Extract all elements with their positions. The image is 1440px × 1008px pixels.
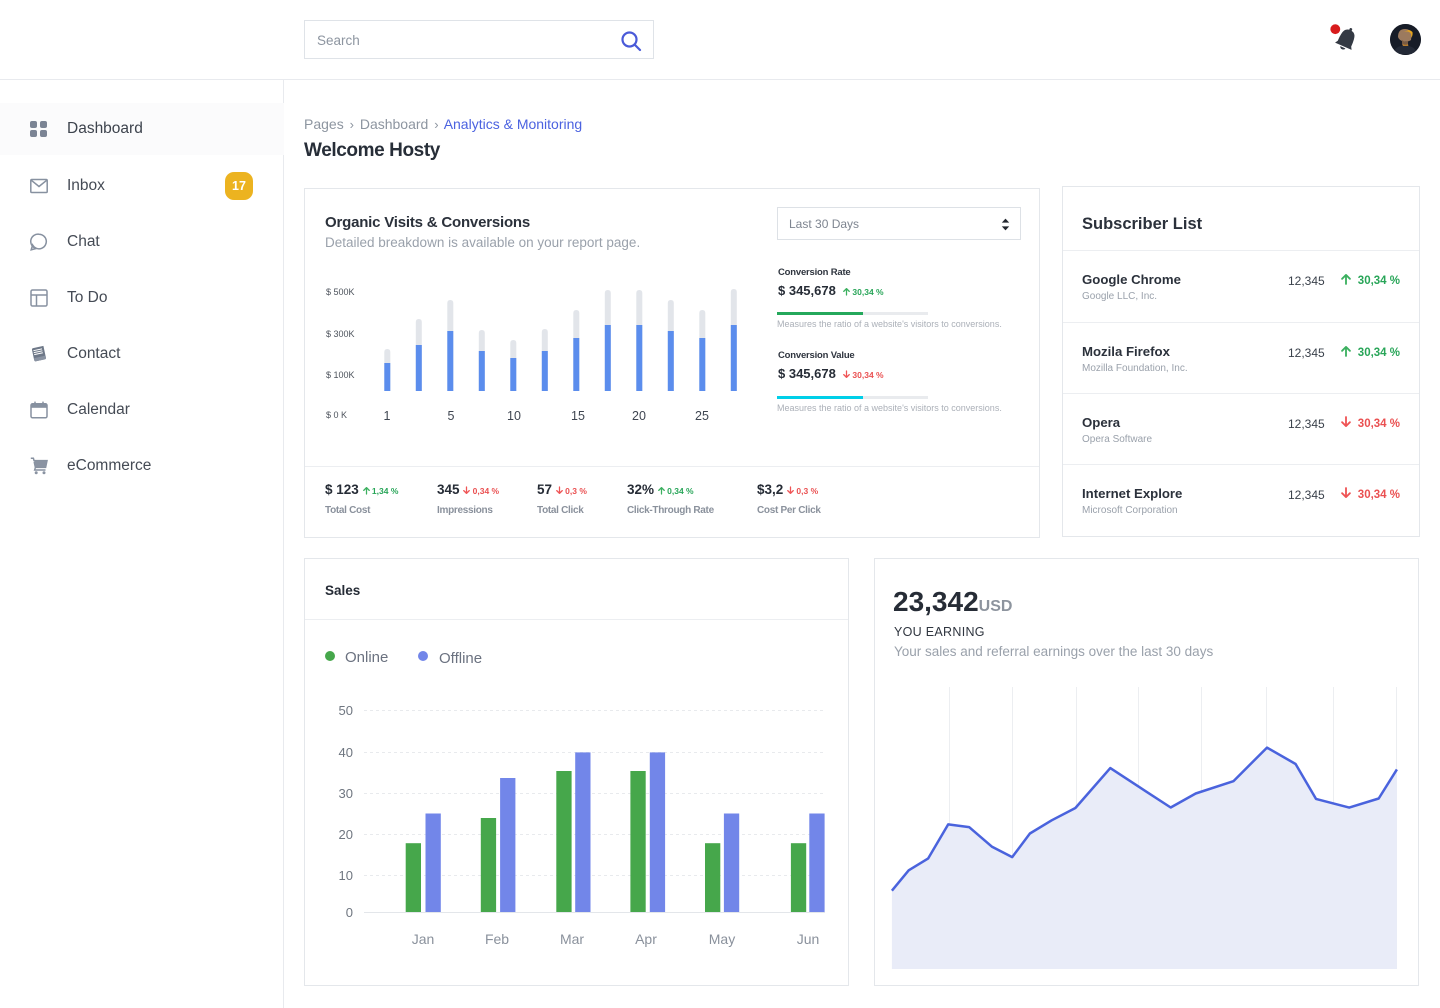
svg-text:30: 30	[339, 786, 353, 801]
svg-text:Feb: Feb	[485, 931, 509, 947]
svg-text:$ 500K: $ 500K	[326, 287, 355, 297]
svg-text:0: 0	[346, 905, 353, 920]
svg-text:25: 25	[695, 409, 709, 423]
svg-text:10: 10	[339, 868, 353, 883]
svg-text:$ 300K: $ 300K	[326, 329, 355, 339]
svg-text:Mar: Mar	[560, 931, 584, 947]
svg-text:Jun: Jun	[797, 931, 820, 947]
svg-text:5: 5	[448, 409, 455, 423]
svg-text:15: 15	[571, 409, 585, 423]
svg-text:1: 1	[384, 409, 391, 423]
svg-text:Apr: Apr	[635, 931, 657, 947]
svg-text:40: 40	[339, 745, 353, 760]
svg-text:$ 0 K: $ 0 K	[326, 410, 347, 420]
svg-text:20: 20	[339, 827, 353, 842]
svg-text:$ 100K: $ 100K	[326, 370, 355, 380]
svg-text:May: May	[709, 931, 735, 947]
svg-text:50: 50	[339, 703, 353, 718]
svg-text:10: 10	[507, 409, 521, 423]
svg-text:Jan: Jan	[412, 931, 435, 947]
svg-text:20: 20	[632, 409, 646, 423]
